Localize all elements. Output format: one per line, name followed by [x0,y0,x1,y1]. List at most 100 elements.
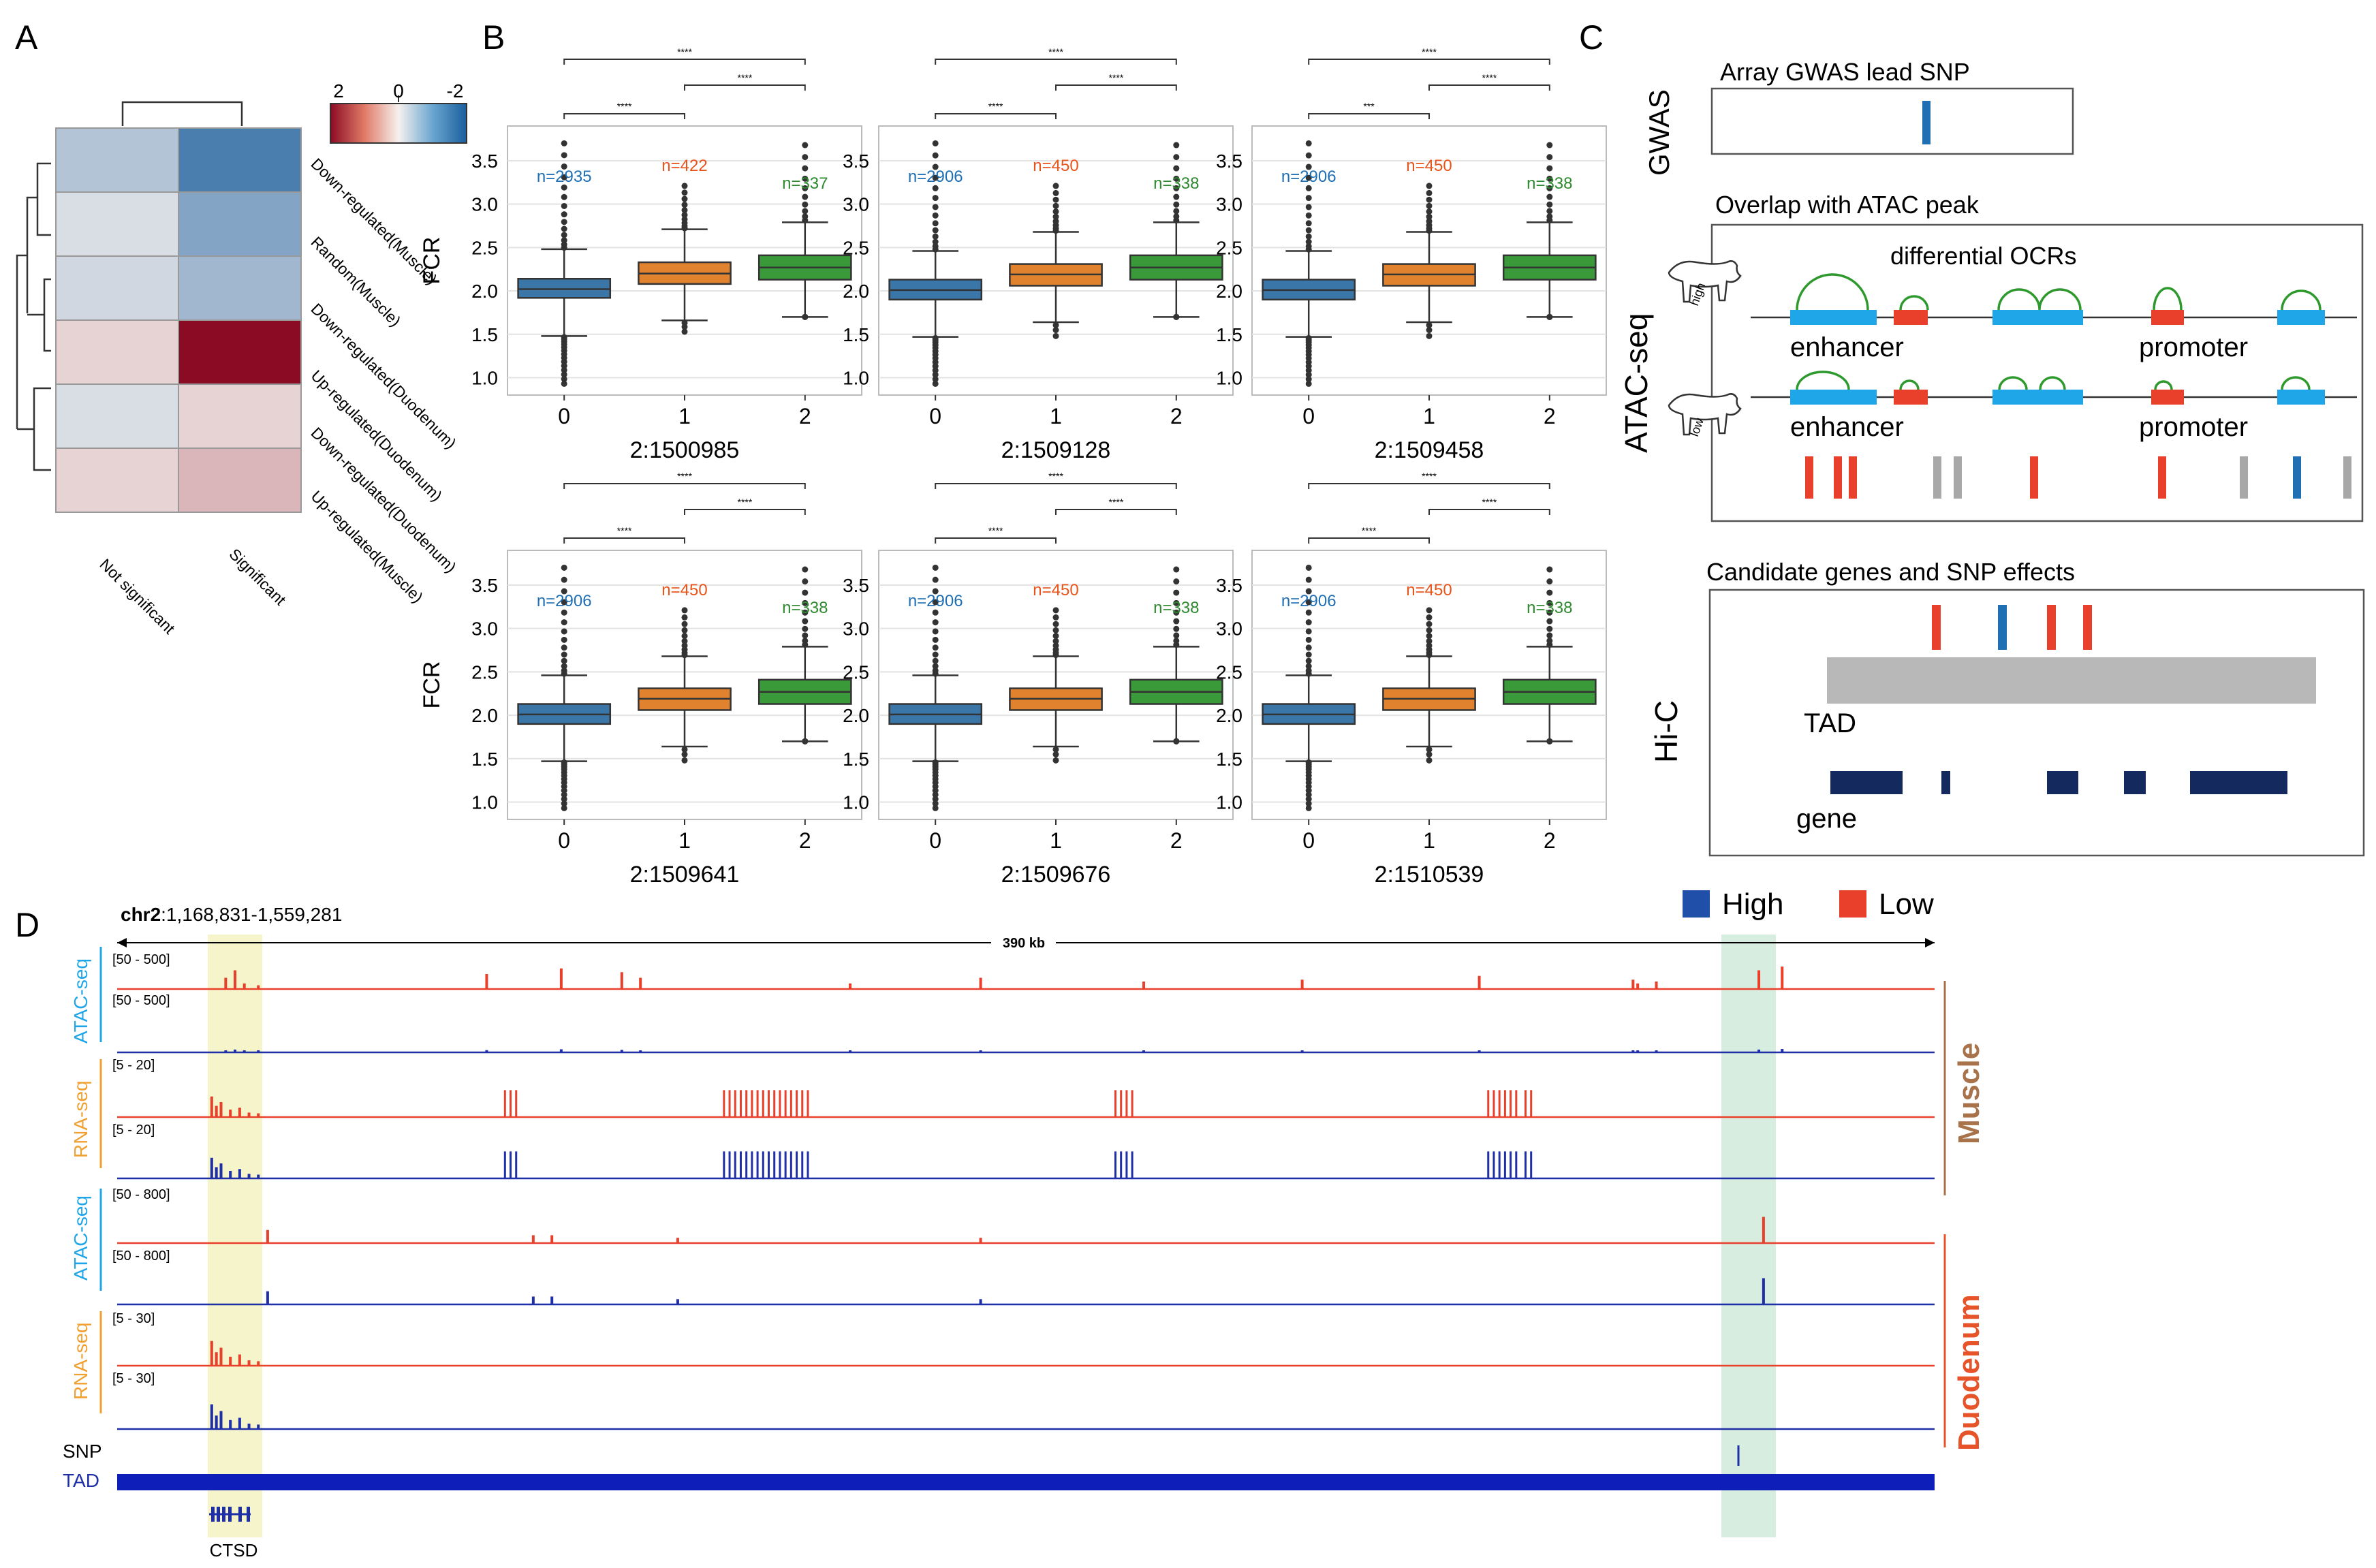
signal-peak [257,1361,260,1366]
signal-peak [229,1110,232,1117]
outlier-point [1546,193,1553,200]
significance-bracket [1055,84,1177,91]
outlier-point [1426,746,1433,753]
signal-peak [1636,1050,1640,1052]
outlier-point [932,796,939,802]
outlier-point [1546,201,1553,208]
tad-label: TAD [1804,708,1856,738]
outlier-point [1052,614,1059,621]
exon-signal [790,1090,792,1117]
panel-d-letter: D [15,906,40,944]
y-tick-label: 3.0 [843,194,869,215]
outlier-point [561,644,567,651]
outlier-point [1305,651,1312,658]
boxplot: 1.0 1.5 2.0 2.5 3.0 3.5 n=2906 0 n=450 1 n=338 2 2:1… [843,471,1234,888]
n-label: n=2906 [1281,592,1336,610]
significance-label: **** [677,471,692,482]
n-label: n=2906 [908,592,963,610]
significance-bracket [1308,113,1430,119]
enhancer-element [1790,310,1877,325]
gwas-box [1710,87,2074,155]
panel-c: C GWAS Array GWAS lead SNP ATAC-seq Over… [1579,18,2365,857]
significance-label: **** [1109,72,1124,83]
n-label: n=2935 [537,168,592,186]
outlier-point [681,216,688,223]
outlier-point [802,609,809,616]
outlier-point [1546,618,1553,625]
outlier-point [561,371,567,378]
y-tick-label: 3.5 [1216,575,1242,596]
tad-track-label: TAD [63,1470,99,1491]
tad-track-bar [117,1474,1935,1490]
outlier-point [1546,625,1553,632]
loop-arc [1796,371,1850,390]
n-label: n=2906 [537,592,592,610]
gwas-title: Array GWAS lead SNP [1720,58,1970,86]
exon-signal [801,1151,804,1178]
exon-signal [1120,1090,1123,1117]
loop-arc [1998,376,2066,390]
snp-bar [2343,456,2351,499]
x-tick-label: 1 [678,404,691,428]
outlier-point [802,213,809,220]
signal-peak [234,970,237,989]
y-tick-label: 2.5 [843,237,869,258]
outlier-point [1305,576,1312,583]
outlier-point [561,366,567,373]
outlier-point [561,564,567,571]
outlier-point [681,202,688,208]
snp-bar [2030,456,2038,499]
gene-block [2190,771,2287,794]
outlier-point [1173,193,1180,200]
signal-peak [257,985,260,989]
signal-peak [849,983,852,989]
outlier-point [1305,796,1312,802]
outlier-point [1546,154,1553,161]
outlier-point [1173,154,1180,161]
outlier-point [1546,638,1553,644]
y-tick-label: 1.0 [843,368,869,389]
outlier-point [561,211,567,218]
signal-peak [550,1235,554,1243]
outlier-point [1305,791,1312,798]
signal-peak [1781,967,1784,989]
outlier-point [932,376,939,383]
snp-label: 2:1509458 [1375,437,1484,463]
outlier-point [1052,327,1059,334]
snp-bar [2293,456,2301,499]
outlier-point [1426,208,1433,215]
outlier-point [1052,746,1059,753]
snp-bar-row [1805,456,2351,499]
exon-signal [784,1090,787,1117]
outlier-point [1173,165,1180,172]
boxplot: 1.0 1.5 2.0 2.5 3.0 3.5 n=2906 0 n=450 1 n=338 2 2:1… [1216,471,1607,888]
exon-signal [1510,1151,1512,1178]
exon-signal [807,1151,809,1178]
signal-peak [210,1096,213,1117]
x-tick-label: 0 [929,404,941,428]
outlier-point [932,204,939,210]
outlier-point [561,362,567,369]
outlier-point [1173,609,1180,616]
outlier-point [932,163,939,170]
legend-low-label: Low [1879,888,1934,921]
n-label: n=422 [661,157,707,175]
signal-peak [1757,970,1761,989]
outlier-point [802,313,809,320]
outlier-point [802,208,809,215]
outlier-point [1305,238,1312,245]
significance-bracket [1055,509,1177,515]
significance-bracket [1308,59,1550,65]
colorbar [330,103,467,144]
y-tick-label: 2.5 [1216,237,1242,258]
n-label: n=338 [1527,599,1572,617]
significance-label: **** [738,497,753,507]
gwas-lead-snp-bar [1922,101,1930,144]
outlier-point [1305,152,1312,159]
signal-track [117,1090,1935,1118]
track-range-label: [50 - 500] [112,993,170,1008]
significance-bracket [563,59,806,65]
exon-signal [779,1090,781,1117]
outlier-point [802,578,809,585]
outlier-point [1173,208,1180,215]
